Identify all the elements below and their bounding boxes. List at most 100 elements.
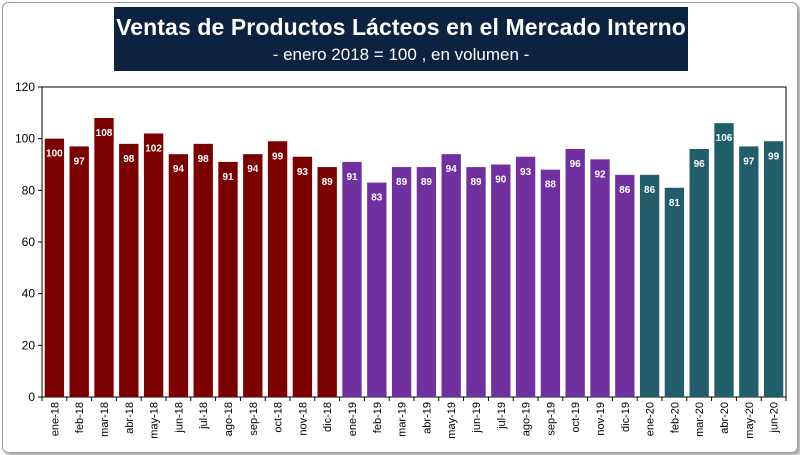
x-tick-label-jun-19: jun-19: [471, 402, 483, 434]
bar-feb-19: [367, 182, 387, 397]
bar-sep-18: [243, 154, 263, 397]
x-tick-label-dic-18: dic-18: [322, 402, 334, 432]
data-label-may-19: 94: [446, 164, 458, 175]
x-tick-label-feb-18: feb-18: [74, 402, 86, 433]
bar-mar-18: [94, 118, 114, 397]
x-tick-label-nov-18: nov-18: [297, 402, 309, 436]
x-tick-label-ene-18: ene-18: [49, 402, 61, 436]
x-tick-label-abr-18: abr-18: [124, 402, 136, 434]
x-tick-label-may-18: may-18: [149, 402, 161, 439]
y-tick-label: 80: [22, 183, 36, 197]
data-label-feb-19: 83: [371, 193, 383, 204]
data-label-ago-19: 93: [520, 167, 532, 178]
x-tick-label-sep-18: sep-18: [248, 402, 260, 436]
x-tick-label-nov-19: nov-19: [595, 402, 607, 436]
data-label-sep-19: 88: [545, 180, 557, 191]
x-tick-label-feb-19: feb-19: [372, 402, 384, 433]
data-label-jun-20: 99: [768, 151, 780, 162]
bar-abr-18: [119, 143, 139, 397]
data-label-mar-18: 108: [96, 128, 113, 139]
x-tick-label-sep-19: sep-19: [545, 402, 557, 436]
x-tick-label-may-19: may-19: [446, 402, 458, 439]
bar-ene-19: [342, 161, 362, 397]
data-label-oct-19: 96: [570, 159, 582, 170]
y-tick-label: 0: [28, 390, 35, 404]
data-label-mar-19: 89: [396, 177, 408, 188]
y-tick-label: 60: [22, 235, 36, 249]
bar-jun-20: [763, 141, 784, 397]
bar-feb-18: [69, 146, 89, 397]
bar-jul-19: [491, 164, 511, 397]
bar-dic-18: [317, 167, 337, 397]
x-tick-label-ago-19: ago-19: [521, 402, 533, 436]
data-label-oct-18: 99: [272, 151, 284, 162]
data-label-ago-18: 91: [222, 172, 234, 183]
data-label-jun-18: 94: [173, 164, 185, 175]
data-label-nov-19: 92: [594, 169, 606, 180]
x-tick-label-oct-19: oct-19: [570, 402, 582, 433]
x-tick-label-may-20: may-20: [744, 402, 756, 439]
bar-nov-19: [590, 159, 610, 397]
bar-ene-20: [639, 174, 660, 397]
x-tick-label-dic-19: dic-19: [620, 402, 632, 432]
bar-sep-19: [540, 169, 561, 397]
chart-title: Ventas de Productos Lácteos en el Mercad…: [116, 14, 686, 40]
x-tick-label-jul-18: jul-18: [198, 402, 210, 430]
data-label-feb-20: 81: [669, 198, 681, 209]
bar-abr-20: [714, 123, 734, 398]
x-tick-label-ene-20: ene-20: [645, 402, 657, 436]
data-label-dic-18: 89: [322, 177, 334, 188]
chart-subtitle: - enero 2018 = 100 , en volumen -: [272, 45, 530, 64]
data-label-abr-20: 106: [716, 133, 733, 144]
plot-area: [41, 86, 787, 398]
y-tick-label: 20: [22, 338, 36, 352]
bar-may-19: [441, 154, 461, 397]
bar-jun-18: [168, 154, 189, 397]
bar-jun-19: [466, 167, 486, 397]
bar-ene-18: [44, 138, 65, 397]
data-label-mar-20: 96: [694, 159, 706, 170]
data-label-may-20: 97: [743, 156, 755, 167]
y-tick-label: 120: [15, 80, 35, 94]
y-tick-label: 40: [22, 287, 36, 301]
data-label-ene-20: 86: [644, 185, 656, 196]
data-label-jul-18: 98: [198, 154, 210, 165]
data-label-jul-19: 90: [495, 175, 507, 186]
chart-title-box: Ventas de Productos Lácteos en el Mercad…: [114, 7, 688, 71]
y-tick-label: 100: [15, 132, 35, 146]
x-tick-label-abr-20: abr-20: [719, 402, 731, 434]
x-tick-label-oct-18: oct-18: [273, 402, 285, 433]
x-tick-label-mar-19: mar-19: [397, 402, 409, 437]
bar-nov-18: [292, 156, 313, 397]
data-label-feb-18: 97: [74, 156, 86, 167]
data-label-abr-19: 89: [421, 177, 433, 188]
bar-jul-18: [193, 143, 213, 397]
x-tick-label-jun-20: jun-20: [769, 402, 781, 434]
data-label-ene-19: 91: [346, 172, 358, 183]
x-tick-label-ago-18: ago-18: [223, 402, 235, 436]
x-tick-label-ene-19: ene-19: [347, 402, 359, 436]
data-label-dic-19: 86: [619, 185, 631, 196]
x-tick-label-feb-20: feb-20: [669, 402, 681, 433]
bar-feb-20: [664, 187, 685, 397]
data-label-jun-19: 89: [470, 177, 482, 188]
data-label-nov-18: 93: [297, 167, 309, 178]
x-tick-label-jun-18: jun-18: [173, 402, 185, 434]
bar-ago-19: [515, 156, 536, 397]
data-label-sep-18: 94: [247, 164, 259, 175]
x-tick-label-abr-19: abr-19: [421, 402, 433, 434]
bar-oct-18: [267, 141, 288, 397]
data-label-abr-18: 98: [123, 154, 135, 165]
bar-may-18: [143, 133, 164, 397]
x-tick-label-mar-20: mar-20: [694, 402, 706, 437]
bar-may-20: [739, 146, 759, 397]
bar-dic-19: [615, 174, 635, 397]
data-label-may-18: 102: [145, 144, 162, 155]
bar-mar-20: [689, 149, 709, 397]
data-label-ene-18: 100: [46, 149, 63, 160]
x-tick-label-mar-18: mar-18: [99, 402, 111, 437]
bar-abr-19: [416, 167, 437, 397]
bar-ago-18: [218, 161, 238, 397]
x-tick-label-jul-19: jul-19: [496, 402, 508, 430]
